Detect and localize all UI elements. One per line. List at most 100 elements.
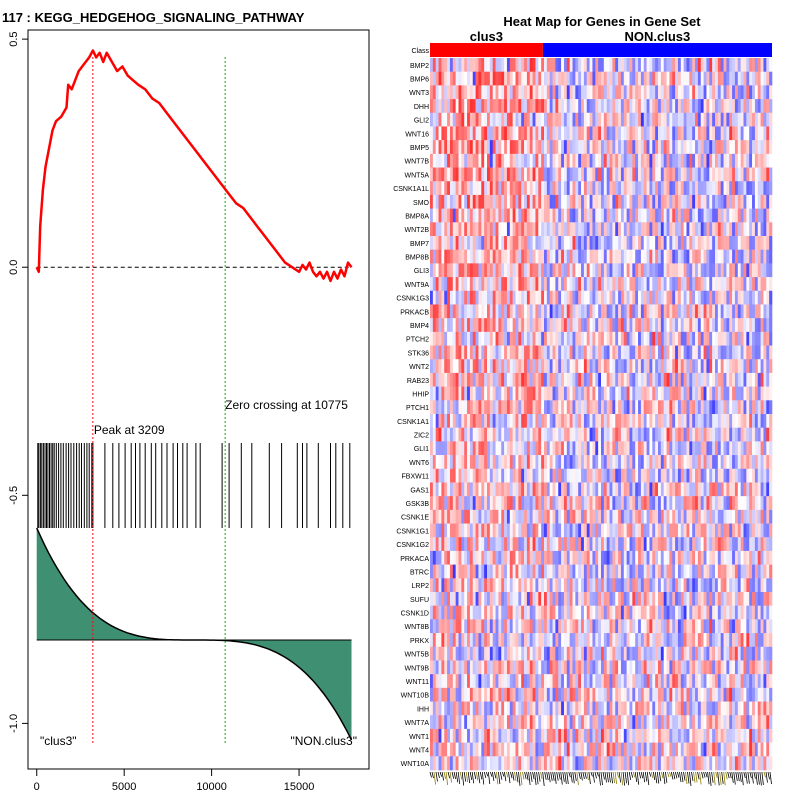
- heatmap-cell: [709, 510, 712, 524]
- heatmap-cell: [561, 565, 564, 579]
- heatmap-cell: [664, 181, 667, 195]
- heatmap-cell: [698, 126, 701, 140]
- heatmap-cell: [661, 373, 664, 387]
- heatmap-cell: [439, 510, 442, 524]
- heatmap-cell: [658, 592, 661, 606]
- heatmap-cell: [439, 113, 442, 127]
- heatmap-cell: [726, 496, 729, 510]
- heatmap-cell: [478, 181, 481, 195]
- heatmap-cell: [630, 537, 633, 551]
- heatmap-cell: [478, 400, 481, 414]
- heatmap-cell: [544, 277, 547, 291]
- heatmap-cell: [521, 524, 524, 538]
- heatmap-cell: [755, 250, 758, 264]
- heatmap-cell: [570, 332, 573, 346]
- heatmap-cell: [516, 496, 519, 510]
- heatmap-cell: [518, 578, 521, 592]
- heatmap-cell: [655, 332, 658, 346]
- heatmap-cell: [450, 578, 453, 592]
- heatmap-cell: [590, 524, 593, 538]
- heatmap-cell: [464, 209, 467, 223]
- heatmap-cell: [761, 469, 764, 483]
- heatmap-cell: [547, 181, 550, 195]
- heatmap-cell: [470, 510, 473, 524]
- heatmap-cell: [681, 346, 684, 360]
- heatmap-cell: [761, 250, 764, 264]
- heatmap-cell: [464, 154, 467, 168]
- heatmap-cell: [581, 578, 584, 592]
- heatmap-cell: [575, 236, 578, 250]
- heatmap-cell: [487, 113, 490, 127]
- heatmap-cell: [675, 537, 678, 551]
- heatmap-cell: [712, 222, 715, 236]
- heatmap-cell: [538, 332, 541, 346]
- heatmap-cell: [473, 537, 476, 551]
- heatmap-cell: [550, 85, 553, 99]
- heatmap-cell: [533, 332, 536, 346]
- heatmap-cell: [535, 85, 538, 99]
- heatmap-cell: [473, 304, 476, 318]
- heatmap-cell: [530, 58, 533, 72]
- heatmap-cell: [726, 222, 729, 236]
- heatmap-cell: [607, 154, 610, 168]
- heatmap-cell: [658, 496, 661, 510]
- heatmap-cell: [669, 277, 672, 291]
- heatmap-cell: [510, 359, 513, 373]
- heatmap-cell: [476, 291, 479, 305]
- heatmap-cell: [487, 85, 490, 99]
- heatmap-cell: [558, 441, 561, 455]
- heatmap-cell: [649, 482, 652, 496]
- heatmap-cell: [741, 222, 744, 236]
- heatmap-cell: [624, 222, 627, 236]
- heatmap-cell: [504, 236, 507, 250]
- heatmap-cell: [655, 291, 658, 305]
- heatmap-cell: [450, 400, 453, 414]
- heatmap-cell: [647, 551, 650, 565]
- heatmap-cell: [473, 592, 476, 606]
- heatmap-cell: [498, 455, 501, 469]
- heatmap-cell: [453, 140, 456, 154]
- heatmap-cell: [513, 524, 516, 538]
- heatmap-cell: [439, 126, 442, 140]
- heatmap-cell: [749, 72, 752, 86]
- heatmap-cell: [564, 236, 567, 250]
- heatmap-cell: [627, 209, 630, 223]
- heatmap-cell: [672, 510, 675, 524]
- heatmap-cell: [578, 277, 581, 291]
- heatmap-cell: [595, 346, 598, 360]
- heatmap-cell: [578, 592, 581, 606]
- heatmap-cell: [647, 537, 650, 551]
- heatmap-cell: [555, 291, 558, 305]
- heatmap-cell: [687, 263, 690, 277]
- heatmap-cell: [473, 455, 476, 469]
- heatmap-cell: [624, 441, 627, 455]
- heatmap-cell: [741, 510, 744, 524]
- heatmap-cell: [444, 400, 447, 414]
- heatmap-cell: [518, 428, 521, 442]
- heatmap-cell: [621, 85, 624, 99]
- heatmap-cell: [604, 469, 607, 483]
- heatmap-cell: [564, 222, 567, 236]
- heatmap-cell: [467, 592, 470, 606]
- heatmap-cell: [584, 524, 587, 538]
- heatmap-cell: [749, 524, 752, 538]
- heatmap-cell: [675, 524, 678, 538]
- heatmap-cell: [516, 592, 519, 606]
- heatmap-cell: [516, 551, 519, 565]
- heatmap-cell: [441, 332, 444, 346]
- heatmap-cell: [627, 565, 630, 579]
- heatmap-cell: [635, 537, 638, 551]
- heatmap-cell: [567, 387, 570, 401]
- heatmap-cell: [567, 332, 570, 346]
- heatmap-cell: [621, 72, 624, 86]
- heatmap-cell: [687, 592, 690, 606]
- heatmap-cell: [655, 592, 658, 606]
- heatmap-cell: [524, 168, 527, 182]
- heatmap-cell: [527, 277, 530, 291]
- heatmap-cell: [681, 209, 684, 223]
- heatmap-cell: [641, 537, 644, 551]
- heatmap-cell: [664, 318, 667, 332]
- heatmap-cell: [464, 400, 467, 414]
- heatmap-cell: [752, 154, 755, 168]
- heatmap-cell: [467, 565, 470, 579]
